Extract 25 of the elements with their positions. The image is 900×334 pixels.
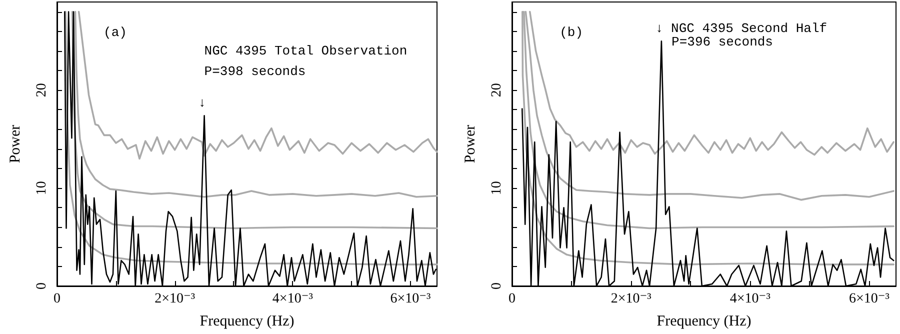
annotation: (a)	[104, 24, 127, 40]
y-tick-label: 0	[34, 282, 50, 290]
x-tick-label: 4×10⁻³	[272, 292, 313, 306]
y-tick-label: 20	[490, 83, 504, 98]
y-tick-label: 10	[34, 181, 50, 196]
x-axis-title: Frequency (Hz)	[200, 314, 294, 330]
y-axis-title: Power	[462, 124, 478, 164]
y-tick-label: 10	[490, 181, 504, 196]
x-tick-label: 6×10⁻³	[848, 292, 890, 306]
x-tick-label: 4×10⁻³	[730, 292, 770, 306]
annotation: (b)	[560, 24, 584, 40]
x-tick-label: 2×10⁻³	[610, 292, 652, 306]
annotation: ↓ NGC 4395 Second Half	[655, 21, 828, 36]
annotation: P=398 seconds	[204, 64, 306, 80]
annotation: ↓	[198, 96, 206, 111]
annotation: NGC 4395 Total Observation	[204, 43, 408, 58]
x-axis-title: Frequency (Hz)	[656, 314, 752, 330]
x-tick-label: 0	[508, 292, 516, 306]
y-tick-label: 0	[490, 282, 504, 290]
annotation: P=396 seconds	[672, 34, 773, 50]
x-tick-label: 2×10⁻³	[154, 292, 196, 306]
y-tick-label: 20	[34, 83, 50, 98]
y-axis-title: Power	[8, 124, 24, 164]
x-tick-label: 0	[54, 292, 60, 306]
x-tick-label: 6×10⁻³	[390, 292, 431, 306]
